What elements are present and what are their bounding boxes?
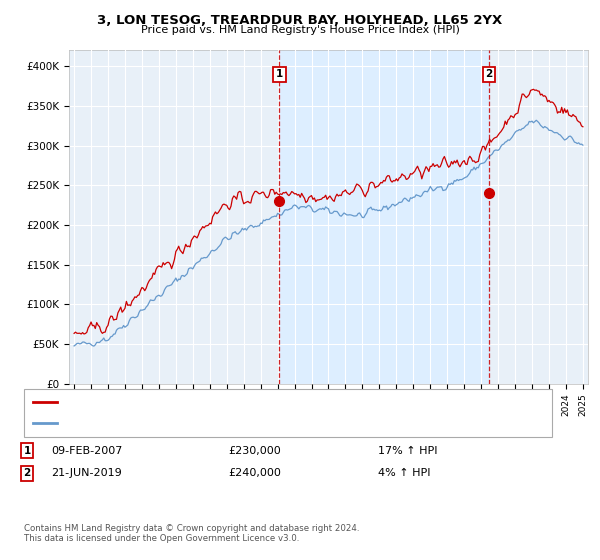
Text: HPI: Average price, detached house, Isle of Anglesey: HPI: Average price, detached house, Isle…	[63, 418, 321, 428]
Text: 2: 2	[485, 69, 493, 79]
Text: 4% ↑ HPI: 4% ↑ HPI	[378, 468, 431, 478]
Text: 1: 1	[23, 446, 31, 456]
Text: 3, LON TESOG, TREARDDUR BAY, HOLYHEAD, LL65 2YX: 3, LON TESOG, TREARDDUR BAY, HOLYHEAD, L…	[97, 14, 503, 27]
Text: 3, LON TESOG, TREARDDUR BAY, HOLYHEAD, LL65 2YX (detached house): 3, LON TESOG, TREARDDUR BAY, HOLYHEAD, L…	[63, 396, 421, 407]
Text: 09-FEB-2007: 09-FEB-2007	[51, 446, 122, 456]
Text: 17% ↑ HPI: 17% ↑ HPI	[378, 446, 437, 456]
Text: £230,000: £230,000	[228, 446, 281, 456]
Text: Contains HM Land Registry data © Crown copyright and database right 2024.
This d: Contains HM Land Registry data © Crown c…	[24, 524, 359, 543]
Bar	[280, 50, 489, 384]
Text: Price paid vs. HM Land Registry's House Price Index (HPI): Price paid vs. HM Land Registry's House …	[140, 25, 460, 35]
Text: £240,000: £240,000	[228, 468, 281, 478]
Text: 2: 2	[23, 468, 31, 478]
Text: 21-JUN-2019: 21-JUN-2019	[51, 468, 122, 478]
Text: 1: 1	[275, 69, 283, 79]
